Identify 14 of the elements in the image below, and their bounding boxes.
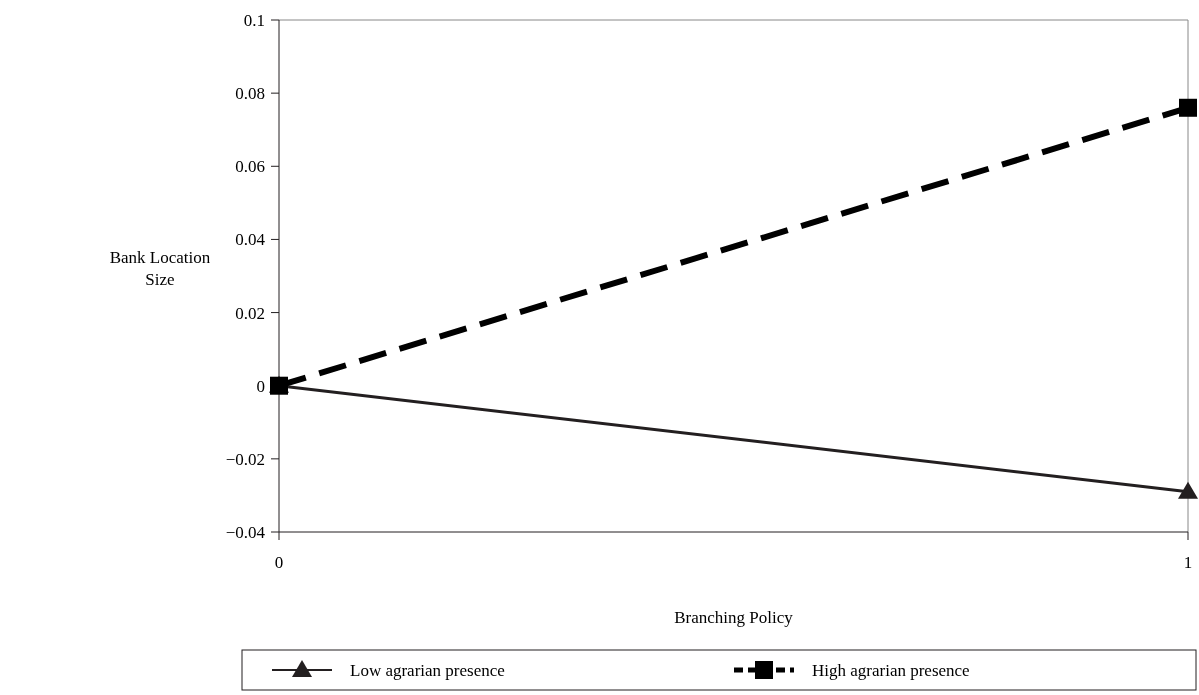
legend-label: Low agrarian presence <box>350 660 505 680</box>
y-tick-label: 0.04 <box>235 230 266 250</box>
y-tick-label: 0.02 <box>235 303 265 323</box>
y-tick-label: 0.08 <box>235 84 265 104</box>
y-tick-label: 0 <box>256 376 265 396</box>
legend-label: High agrarian presence <box>812 660 970 680</box>
point <box>1179 98 1197 117</box>
y-axis-title: Bank Location Size <box>109 248 211 290</box>
y-tick-label: −0.02 <box>225 449 265 469</box>
y-tick-label: 0.1 <box>243 10 265 30</box>
y-tick-label: −0.04 <box>225 522 266 542</box>
y-tick-label: 0.06 <box>235 157 265 177</box>
x-axis-title: Branching Policy <box>674 608 794 627</box>
x-tick-label: 1 <box>1183 553 1193 572</box>
